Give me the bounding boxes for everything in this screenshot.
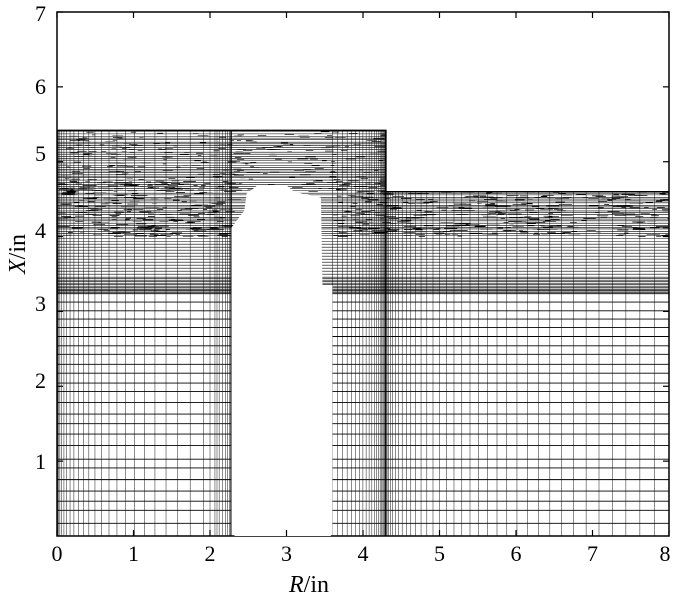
y-axis-unit: /in — [5, 234, 31, 259]
x-tick-label: 3 — [281, 541, 292, 566]
y-axis-var: X — [5, 258, 31, 275]
y-tick-label: 5 — [35, 141, 46, 166]
y-tick-label: 2 — [35, 368, 46, 393]
y-tick-label: 6 — [35, 74, 46, 99]
x-axis-title: R/in — [288, 572, 329, 598]
y-tick-label: 1 — [35, 449, 46, 474]
y-tick-label: 4 — [35, 218, 46, 243]
x-tick-label: 4 — [358, 541, 369, 566]
y-tick-label: 7 — [35, 1, 46, 26]
cavity-shape — [234, 190, 331, 536]
y-tick-label: 3 — [35, 291, 46, 316]
x-axis-var: R — [288, 572, 304, 598]
x-tick-label: 5 — [434, 541, 445, 566]
x-tick-label: 0 — [52, 541, 63, 566]
x-tick-label: 2 — [205, 541, 216, 566]
x-tick-label: 7 — [587, 541, 598, 566]
y-axis-ticks — [57, 11, 669, 462]
mesh-grid — [57, 130, 669, 536]
x-tick-label: 1 — [128, 541, 139, 566]
x-axis-ticks — [56, 12, 670, 536]
x-tick-label: 8 — [660, 541, 671, 566]
cavity-region — [57, 129, 669, 536]
x-tick-label: 6 — [511, 541, 522, 566]
x-axis-unit: /in — [304, 572, 329, 598]
y-axis-title: X/in — [5, 234, 31, 275]
mesh-boundary — [57, 129, 669, 193]
